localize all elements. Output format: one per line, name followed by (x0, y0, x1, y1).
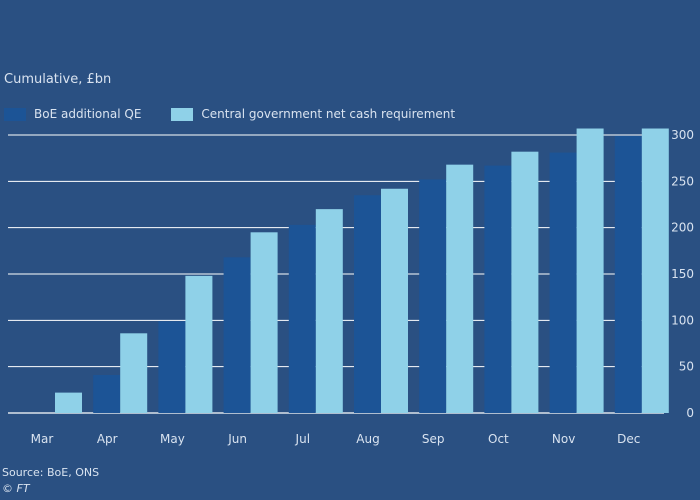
ft-credit: © FT (2, 482, 30, 495)
bar-net-cash-mar (55, 392, 82, 413)
bar-boe-qe-jul (288, 224, 316, 413)
bar-net-cash-jul (315, 209, 343, 413)
legend: BoE additional QE Central government net… (4, 107, 485, 121)
x-tick-label: Sep (422, 432, 445, 446)
y-tick-label: 200 (671, 221, 694, 235)
x-tick-label: Oct (488, 432, 509, 446)
x-tick-label: Aug (356, 432, 379, 446)
legend-label-boe-qe: BoE additional QE (34, 107, 142, 121)
y-tick-label: 50 (679, 360, 694, 374)
legend-item-net-cash: Central government net cash requirement (171, 107, 455, 121)
x-tick-label: Jul (295, 432, 310, 446)
legend-label-net-cash: Central government net cash requirement (201, 107, 456, 121)
y-tick-label: 100 (671, 313, 694, 327)
y-tick-label: 250 (671, 174, 694, 188)
x-tick-label: May (160, 432, 185, 446)
bar-net-cash-apr (120, 333, 148, 413)
bar-boe-qe-oct (484, 165, 512, 413)
bar-net-cash-dec (641, 128, 669, 413)
bar-net-cash-nov (576, 128, 604, 413)
bar-boe-qe-aug (354, 195, 381, 413)
legend-swatch-boe-qe (4, 107, 26, 121)
y-tick-label: 150 (671, 267, 694, 281)
source-note: Source: BoE, ONS (2, 466, 100, 479)
x-tick-label: Jun (227, 432, 247, 446)
x-tick-label: Mar (31, 432, 54, 446)
bar-net-cash-sep (446, 164, 474, 413)
x-tick-label: Dec (617, 432, 640, 446)
bar-boe-qe-apr (93, 375, 121, 413)
x-tick-label: Nov (552, 432, 575, 446)
bar-boe-qe-jun (223, 257, 251, 413)
x-tick-label: Apr (97, 432, 118, 446)
chart-subtitle: Cumulative, £bn (4, 72, 112, 87)
bar-net-cash-aug (381, 188, 408, 413)
y-tick-label: 300 (671, 128, 694, 142)
legend-swatch-net-cash (171, 107, 194, 121)
bar-net-cash-may (185, 275, 213, 413)
bar-boe-qe-sep (419, 179, 447, 413)
y-tick-label: 0 (686, 406, 694, 420)
bar-boe-qe-nov (549, 152, 577, 413)
bar-boe-qe-dec (614, 135, 642, 413)
legend-item-boe-qe: BoE additional QE (4, 107, 141, 121)
bar-boe-qe-may (158, 321, 186, 413)
bar-net-cash-jun (250, 232, 278, 413)
bar-net-cash-oct (511, 151, 539, 413)
